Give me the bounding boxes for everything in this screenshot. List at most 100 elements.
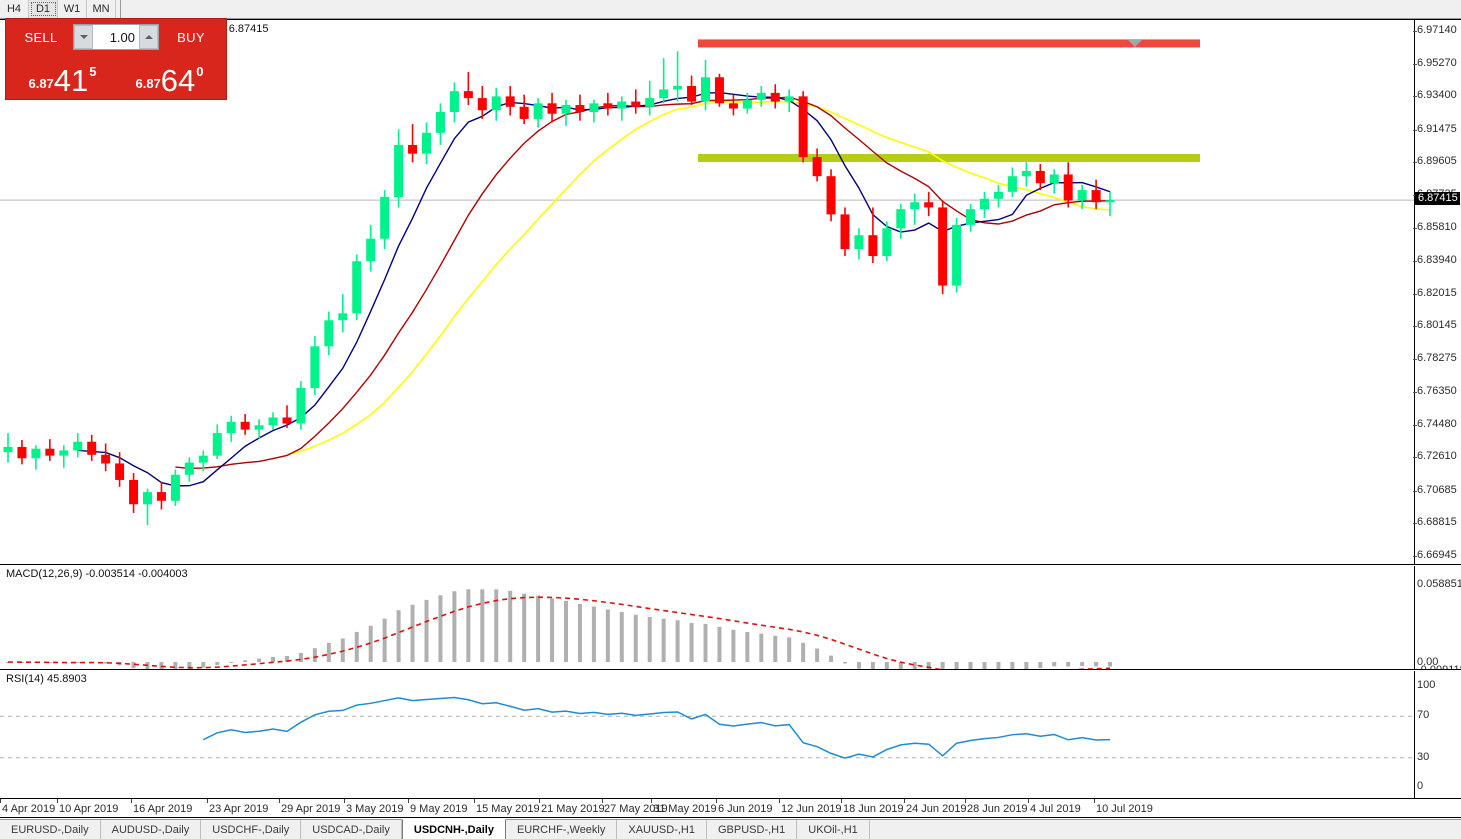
one-click-trading-panel[interactable]: SELL 1.00 BUY 6.87 41 5 6.87 64 0 <box>5 18 227 100</box>
macd-chart-canvas[interactable] <box>0 566 1414 670</box>
timeframe-toolbar: H4 D1 W1 MN <box>0 0 1461 19</box>
candlestick <box>491 96 501 111</box>
volume-input[interactable]: 1.00 <box>93 25 139 49</box>
candlestick <box>296 387 306 424</box>
candlestick <box>170 474 180 501</box>
volume-stepper[interactable]: 1.00 <box>73 24 159 50</box>
candlestick <box>463 91 473 99</box>
sell-price-quote[interactable]: 6.87 41 5 <box>11 53 114 99</box>
price-pane[interactable]: USDCNH-,Daily 6.87173 6.87659 6.86899 6.… <box>0 20 1461 565</box>
candlestick <box>910 202 920 210</box>
candlestick <box>212 433 222 456</box>
buy-button[interactable]: BUY <box>161 24 221 50</box>
macd-histogram-bar <box>131 662 136 669</box>
date-axis-tick <box>1028 799 1029 803</box>
candlestick <box>101 454 111 464</box>
candlestick <box>533 103 543 119</box>
price-axis-tick-label: 6.82015 <box>1417 286 1457 299</box>
price-axis-tick-label: 6.70685 <box>1417 483 1457 496</box>
candlestick <box>840 214 850 250</box>
toolbar-separator <box>120 0 121 18</box>
candlestick <box>380 197 390 239</box>
chart-tab-xauusd-h1[interactable]: XAUUSD-,H1 <box>617 820 707 839</box>
sell-button[interactable]: SELL <box>11 24 71 50</box>
price-axis-tick-label: 6.91475 <box>1417 122 1457 135</box>
chart-tab-gbpusd-h1[interactable]: GBPUSD-,H1 <box>707 820 798 839</box>
date-axis-tick <box>207 799 208 803</box>
chart-tab-eurusd-daily[interactable]: EURUSD-,Daily <box>0 820 101 839</box>
price-axis-tick-label: 6.97140 <box>1417 24 1457 37</box>
macd-axis-tick-label: 0.00 <box>1417 656 1439 668</box>
chart-scroll-marker-icon[interactable] <box>1128 40 1142 47</box>
candlestick <box>366 238 376 262</box>
macd-histogram-bar <box>787 637 792 662</box>
chart-tab-eurchf-weekly[interactable]: EURCHF-,Weekly <box>506 820 618 839</box>
price-axis-tick <box>1413 293 1417 295</box>
buy-price-quote[interactable]: 6.87 64 0 <box>118 53 221 99</box>
macd-histogram-bar <box>884 662 889 669</box>
candlestick <box>589 103 599 112</box>
candlestick <box>966 209 976 225</box>
macd-histogram-bar <box>605 609 610 662</box>
candlestick <box>826 176 836 215</box>
candlestick <box>812 157 822 177</box>
chart-tab-usdcnh-daily[interactable]: USDCNH-,Daily <box>401 819 506 839</box>
macd-histogram-bar <box>940 662 945 669</box>
price-axis-labels[interactable]: 6.971406.952706.934006.914756.896056.877… <box>1413 20 1461 564</box>
candlestick <box>603 103 613 109</box>
macd-histogram-bar <box>745 632 750 662</box>
chart-frame: USDCNH-,Daily 6.87173 6.87659 6.86899 6.… <box>0 19 1461 799</box>
rsi-pane[interactable]: RSI(14) 45.8903 100 70 30 0 <box>0 671 1461 799</box>
timeframe-w1[interactable]: W1 <box>58 0 87 18</box>
price-axis-tick-label: 6.83940 <box>1417 253 1457 266</box>
candlestick <box>45 448 55 456</box>
macd-histogram-bar <box>801 642 806 662</box>
timeframe-d1[interactable]: D1 <box>29 0 58 18</box>
date-axis-tick <box>0 799 1 803</box>
price-axis-tick <box>1413 129 1417 131</box>
chart-tab-audusd-daily[interactable]: AUDUSD-,Daily <box>101 820 202 839</box>
candlestick <box>561 105 571 114</box>
price-axis-tick <box>1413 228 1417 230</box>
macd-histogram-bar <box>633 614 638 662</box>
price-axis-tick-label: 6.76350 <box>1417 385 1457 398</box>
macd-histogram-bar <box>689 622 694 662</box>
candlestick <box>198 455 208 463</box>
timeframe-w1-label: W1 <box>63 3 81 15</box>
macd-histogram-bar <box>75 662 80 663</box>
price-axis-tick <box>1413 490 1417 492</box>
price-axis-tick <box>1413 392 1417 394</box>
candlestick <box>31 448 41 459</box>
chart-tab-ukoil-h1[interactable]: UKOil-,H1 <box>797 820 870 839</box>
candlestick <box>728 103 738 109</box>
macd-axis-labels: 0.058851 0.00 -0.009118 <box>1417 566 1461 669</box>
macd-histogram-bar <box>926 662 931 669</box>
rsi-axis-tick-label: 70 <box>1417 709 1430 722</box>
date-axis-tick <box>841 799 842 803</box>
macd-histogram-bar <box>368 625 373 662</box>
date-axis-label: 29 Apr 2019 <box>281 803 341 815</box>
candlestick <box>645 98 655 107</box>
timeframe-mn[interactable]: MN <box>87 0 116 18</box>
date-axis-label: 28 Jun 2019 <box>967 803 1028 815</box>
macd-histogram-bar <box>508 590 513 662</box>
volume-decrease-button[interactable] <box>74 25 93 49</box>
candlestick <box>505 96 515 107</box>
volume-increase-button[interactable] <box>139 25 158 49</box>
chart-tab-usdcad-daily[interactable]: USDCAD-,Daily <box>301 820 402 839</box>
candlestick <box>980 198 989 210</box>
macd-histogram-bar <box>354 631 359 662</box>
macd-pane[interactable]: MACD(12,26,9) -0.003514 -0.004003 0.0588… <box>0 566 1461 670</box>
macd-histogram-bar <box>159 662 164 669</box>
chart-tab-usdchf-daily[interactable]: USDCHF-,Daily <box>201 820 302 839</box>
macd-histogram-bar <box>661 618 666 662</box>
rsi-chart-canvas[interactable] <box>0 671 1414 799</box>
candlestick <box>798 96 808 158</box>
macd-histogram-bar <box>1024 662 1029 669</box>
macd-histogram-bar <box>564 600 568 662</box>
timeframe-h4[interactable]: H4 <box>0 0 29 18</box>
chart-tab-bar: EURUSD-,Daily AUDUSD-,Daily USDCHF-,Daily U… <box>0 819 1461 839</box>
price-chart-canvas[interactable] <box>0 20 1414 565</box>
date-axis[interactable]: 4 Apr 2019 10 Apr 2019 16 Apr 2019 23 Apr 2… <box>0 798 1461 818</box>
macd-histogram-bar <box>298 653 303 662</box>
